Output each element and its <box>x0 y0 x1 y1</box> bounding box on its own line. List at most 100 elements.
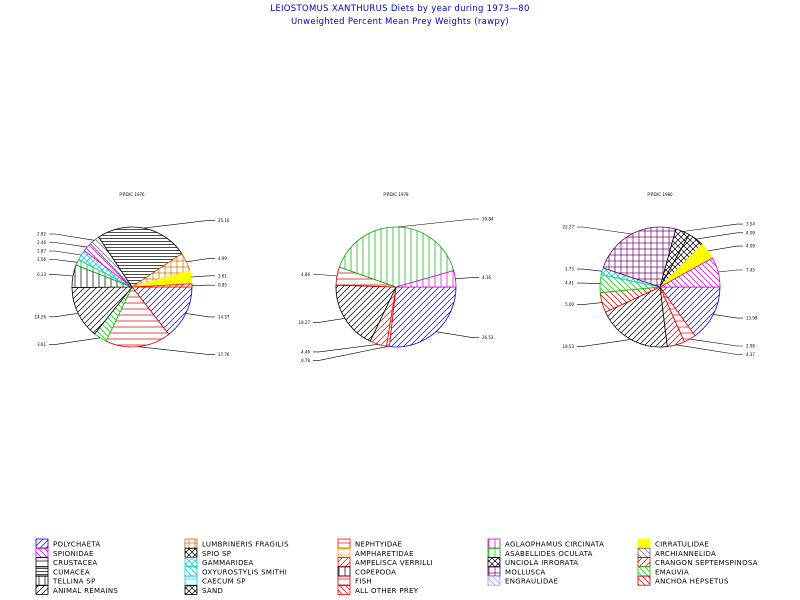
legend-swatch <box>637 538 651 549</box>
legend-item-animal-remains: ANIMAL REMAINS <box>35 585 118 595</box>
legend-swatch <box>35 575 49 586</box>
pie-value-label: 1.56 <box>37 257 46 262</box>
legend-swatch <box>35 557 49 567</box>
pie-leader-line <box>675 344 743 355</box>
pie-slice-ampelisca-verrilli <box>131 283 193 288</box>
legend-swatch <box>487 566 501 577</box>
pie-leader-line <box>577 226 632 235</box>
pie-leader-line <box>138 346 215 355</box>
legend-label: CIRRATULIDAE <box>655 541 709 549</box>
legend-item-cirratulidae: CIRRATULIDAE <box>637 538 709 549</box>
pie-leader-line <box>455 277 479 279</box>
pie-leader-line <box>313 274 338 277</box>
legend-item-sand: SAND <box>184 585 223 595</box>
pie-leader-line <box>49 259 78 263</box>
legend-label: FISH <box>355 578 372 586</box>
pie-value-label: 25.16 <box>218 218 230 223</box>
pie-value-label: 4.99 <box>218 256 227 261</box>
pies-layer: P'RD(C 1976 25.16 4.99 3.61 0.85 14.57 17.76 2.… <box>35 192 758 363</box>
legend-swatch <box>637 575 651 586</box>
pie-leader-line <box>185 313 215 318</box>
pie-value-label: 18.53 <box>563 344 575 349</box>
pie-title: P'RD(C 1980 <box>647 192 673 197</box>
pie-value-label: 2.82 <box>37 232 46 237</box>
legend-item-fish: FISH <box>337 575 372 586</box>
pie-leader-line <box>49 250 82 256</box>
legend-label: SAND <box>202 587 223 595</box>
legend-item-engraulidae: ENGRAULIDAE <box>487 575 558 586</box>
pie-value-label: 26.53 <box>482 335 494 340</box>
pie-value-label: 3.61 <box>37 342 46 347</box>
legend-label: SPIONIDAE <box>53 550 94 558</box>
pie-leader-line <box>49 337 101 345</box>
pie-leader-line <box>577 268 603 272</box>
legend-label: CUMACEA <box>53 568 90 576</box>
pie-value-label: 1.73 <box>565 267 574 272</box>
pie-value-label: 2.98 <box>746 344 755 349</box>
legend-item-anchoa-hepsetus: ANCHOA HEPSETUS <box>637 575 729 586</box>
legend-label: TELLINA SP <box>52 578 95 586</box>
chart-subtitle: Unweighted Percent Mean Prey Weights (ra… <box>291 17 509 27</box>
legend-item-crustacea: CRUSTACEA <box>35 557 97 567</box>
pie-value-label: 7.45 <box>746 267 755 272</box>
pie-leader-line <box>689 338 743 347</box>
pie-leader-line <box>577 339 631 347</box>
legend-item-oxyurostylis-smithi: OXYUROSTYLIS SMITHI <box>184 566 287 576</box>
legend-swatch <box>637 557 651 567</box>
pie-leader-line <box>186 258 215 263</box>
pie-leader-line <box>49 274 74 277</box>
legend-item-nephtyidae: NEPHTYIDAE <box>337 538 402 549</box>
pie-leader-line <box>707 245 743 252</box>
pie-leader-line <box>682 223 743 232</box>
pie-value-label: 14.57 <box>218 314 230 319</box>
legend-label: MOLLUSCA <box>505 568 546 576</box>
pie-leader-line <box>718 269 743 273</box>
legend-label: COPEPODA <box>355 568 396 576</box>
legend-swatch <box>35 585 49 595</box>
pie-value-label: 14.26 <box>35 314 47 319</box>
legend-label: LUMBRINERIS FRAGILIS <box>202 541 289 549</box>
pie-slice-spionidae <box>658 257 721 288</box>
legend-label: OXYUROSTYLIS SMITHI <box>202 568 287 576</box>
pie-leader-line <box>713 314 743 319</box>
pie-value-label: 4.09 <box>746 230 755 235</box>
pie-slice-polychaeta <box>388 286 457 348</box>
legend-item-lumbrineris-fragilis: LUMBRINERIS FRAGILIS <box>184 538 289 549</box>
pie-value-label: 18.27 <box>299 320 311 325</box>
pie-value-label: 39.84 <box>482 217 494 222</box>
pie-value-label: 3.61 <box>218 273 227 278</box>
pie-2: P'RD(C 1978 39.84 4.36 26.53 4.86 18.27 4.46 0.… <box>299 192 494 363</box>
legend-item-aglaophamus-circinata: AGLAOPHAMUS CIRCINATA <box>487 538 604 549</box>
legend-label: AGLAOPHAMUS CIRCINATA <box>505 541 604 549</box>
pie-value-label: 2.87 <box>37 249 46 254</box>
pie-value-label: 4.36 <box>482 275 491 280</box>
legend-swatch <box>184 575 198 586</box>
legend-item-spio-sp: SPIO SP <box>184 547 231 558</box>
pie-value-label: 4.86 <box>301 272 310 277</box>
pie-title: P'RD(C 1976 <box>119 192 145 197</box>
legend-label: ANIMAL REMAINS <box>53 587 118 595</box>
pie-value-label: 4.09 <box>746 244 755 249</box>
legend-swatch <box>337 575 351 586</box>
pie-leader-line <box>49 233 95 241</box>
pie-leader-line <box>143 220 215 229</box>
legend-label: ALL OTHER PREY <box>355 587 419 595</box>
pie-leader-line <box>577 302 603 305</box>
legend-item-mollusca: MOLLUSCA <box>487 566 546 577</box>
legend-swatch <box>637 566 651 577</box>
legend-label: AMPELISCA VERRILLI <box>355 559 433 567</box>
legend-label: EMAUVIA <box>655 568 689 576</box>
legend-swatch <box>35 538 49 549</box>
pie-1: P'RD(C 1976 25.16 4.99 3.61 0.85 14.57 17.76 2.… <box>35 192 230 357</box>
pie-leader-line <box>435 331 479 339</box>
pie-slice-fish <box>105 286 170 348</box>
legend-item-tellina-sp: TELLINA SP <box>35 575 95 586</box>
pie-title: P'RD(C 1978 <box>383 192 409 197</box>
pie-value-label: 13.98 <box>746 316 758 321</box>
pie-value-label: 5.00 <box>565 302 574 307</box>
legend-item-emauvia: EMAUVIA <box>637 566 689 577</box>
pie-leader-line <box>577 282 601 284</box>
pie-leader-line <box>191 275 215 278</box>
legend-item-cumacea: CUMACEA <box>35 566 90 576</box>
